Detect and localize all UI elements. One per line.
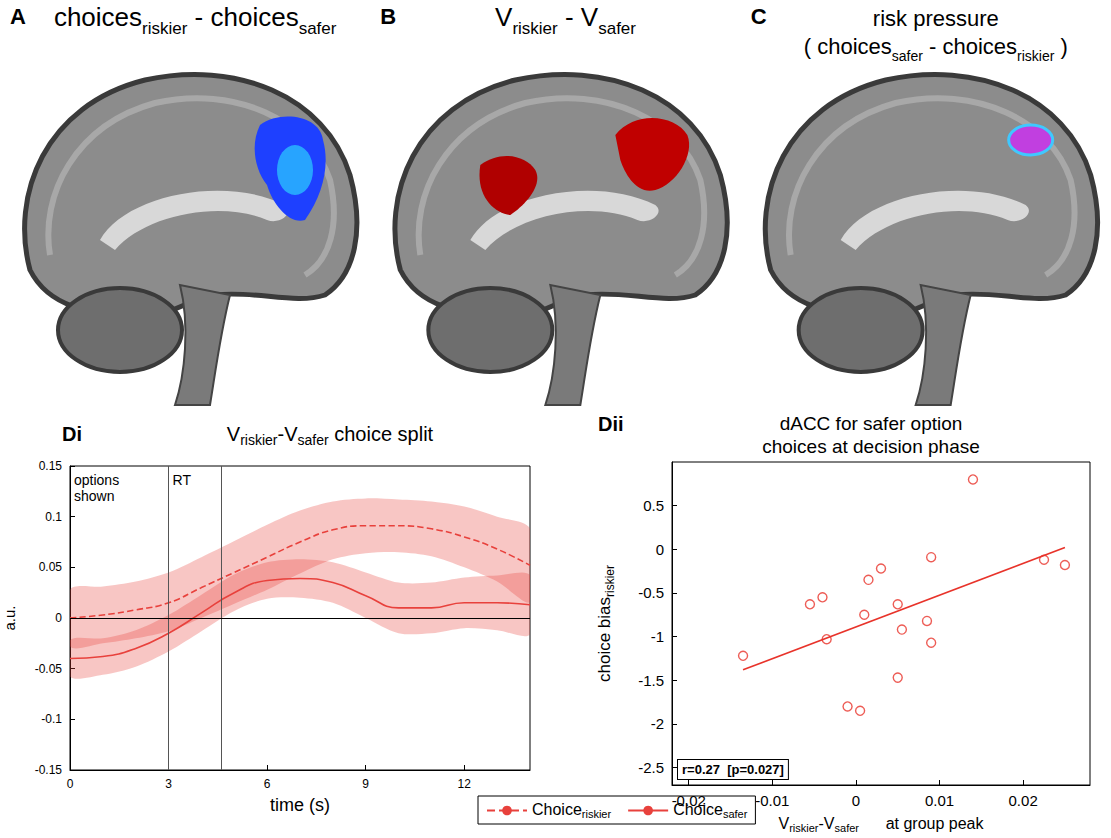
- svg-text:-0.5: -0.5: [638, 584, 664, 601]
- svg-text:-0.15: -0.15: [35, 763, 63, 777]
- svg-text:-0.1: -0.1: [41, 712, 62, 726]
- svg-text:time (s): time (s): [270, 795, 330, 815]
- svg-text:0.02: 0.02: [1009, 792, 1038, 809]
- svg-text:riskier: riskier: [240, 432, 278, 448]
- svg-text:options: options: [74, 472, 119, 488]
- svg-text:0.1: 0.1: [45, 510, 62, 524]
- svg-text:RT: RT: [173, 472, 192, 488]
- svg-text:C: C: [751, 4, 767, 29]
- svg-text:0: 0: [852, 792, 860, 809]
- svg-text:Dii: Dii: [598, 413, 624, 435]
- svg-text:-0.01: -0.01: [755, 792, 789, 809]
- svg-text:( choicessafer - choicesriskie: ( choicessafer - choicesriskier ): [804, 34, 1068, 64]
- svg-text:safer: safer: [835, 822, 860, 834]
- svg-text:-1: -1: [651, 628, 664, 645]
- svg-text:shown: shown: [74, 488, 114, 504]
- svg-text:-1.5: -1.5: [638, 672, 664, 689]
- svg-text:0.15: 0.15: [39, 459, 63, 473]
- svg-text:choicesriskier - choicessafer: choicesriskier - choicessafer: [54, 2, 337, 38]
- svg-text:choice split: choice split: [329, 423, 434, 445]
- svg-text:choice bias: choice bias: [595, 597, 614, 682]
- svg-text:12: 12: [458, 777, 472, 791]
- svg-text:Choice: Choice: [532, 801, 582, 818]
- svg-text:6: 6: [264, 777, 271, 791]
- svg-text:safer: safer: [723, 808, 748, 820]
- svg-text:-0.05: -0.05: [35, 662, 63, 676]
- svg-text:a.u.: a.u.: [1, 605, 18, 630]
- svg-text:riskier: riskier: [582, 808, 612, 820]
- svg-text:-2: -2: [651, 715, 664, 732]
- svg-text:V: V: [227, 423, 241, 445]
- svg-text:3: 3: [165, 777, 172, 791]
- svg-text:riskier: riskier: [603, 565, 617, 597]
- svg-text:Choice: Choice: [673, 801, 723, 818]
- svg-text:choices at decision phase: choices at decision phase: [762, 436, 980, 457]
- svg-text:0: 0: [55, 611, 62, 625]
- svg-text:B: B: [380, 4, 396, 29]
- svg-text:risk pressure: risk pressure: [873, 6, 999, 31]
- svg-text:9: 9: [362, 777, 369, 791]
- svg-text:-V: -V: [278, 423, 299, 445]
- svg-text:0.05: 0.05: [39, 560, 63, 574]
- svg-text:at group peak: at group peak: [859, 815, 985, 832]
- svg-text:-V: -V: [819, 815, 835, 832]
- svg-text:0.01: 0.01: [925, 792, 954, 809]
- svg-text:A: A: [10, 4, 26, 29]
- svg-text:-2.5: -2.5: [638, 759, 664, 776]
- svg-text:safer: safer: [298, 432, 329, 448]
- svg-text:dACC for safer option: dACC for safer option: [780, 413, 963, 434]
- svg-text:Vriskier - Vsafer: Vriskier - Vsafer: [495, 2, 636, 38]
- svg-text:0: 0: [67, 777, 74, 791]
- svg-text:riskier: riskier: [789, 822, 819, 834]
- svg-text:Di: Di: [62, 423, 82, 445]
- svg-text:0: 0: [656, 541, 664, 558]
- svg-text:0.5: 0.5: [643, 497, 664, 514]
- svg-text:V: V: [779, 815, 790, 832]
- svg-text:r=0.27 [p=0.027]: r=0.27 [p=0.027]: [682, 762, 784, 777]
